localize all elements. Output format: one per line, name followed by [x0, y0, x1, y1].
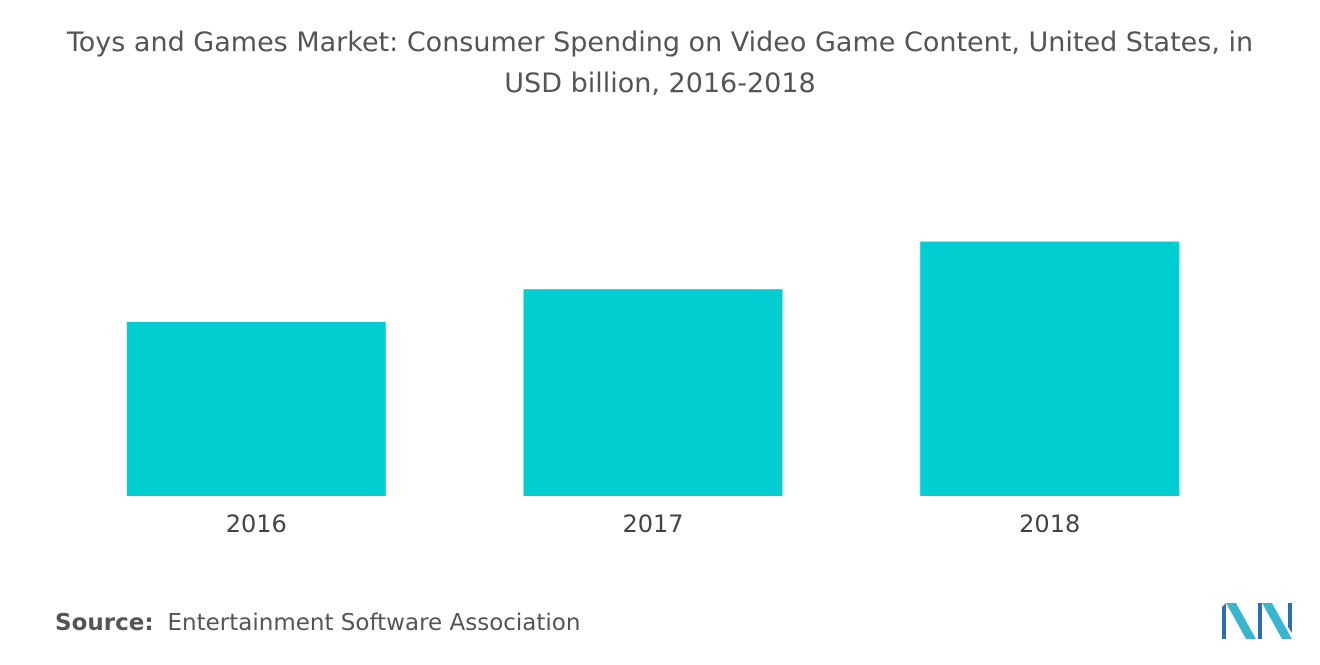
- x-tick-label-2017: 2017: [622, 510, 683, 538]
- logo-left-stroke: [1222, 603, 1226, 639]
- logo-right-stroke: [1288, 603, 1292, 633]
- source-label: Source:: [55, 610, 154, 636]
- chart-title: Toys and Games Market: Consumer Spending…: [0, 22, 1320, 104]
- chart-title-line-2: USD billion, 2016-2018: [504, 68, 816, 99]
- source-note: Source: Entertainment Software Associatio…: [55, 610, 580, 636]
- source-text: Entertainment Software Association: [167, 610, 581, 636]
- chart-title-line-1: Toys and Games Market: Consumer Spending…: [66, 27, 1254, 58]
- bar-2016: [126, 321, 386, 496]
- logo-middle-stroke: [1258, 603, 1262, 639]
- bar-2017: [523, 289, 783, 496]
- bar-2018: [920, 241, 1180, 496]
- logo-second-diagonal: [1262, 603, 1292, 639]
- x-tick-label-2016: 2016: [226, 510, 287, 538]
- x-tick-label-2018: 2018: [1019, 510, 1080, 538]
- logo-first-diagonal: [1226, 603, 1256, 639]
- company-logo-icon: [1222, 603, 1292, 639]
